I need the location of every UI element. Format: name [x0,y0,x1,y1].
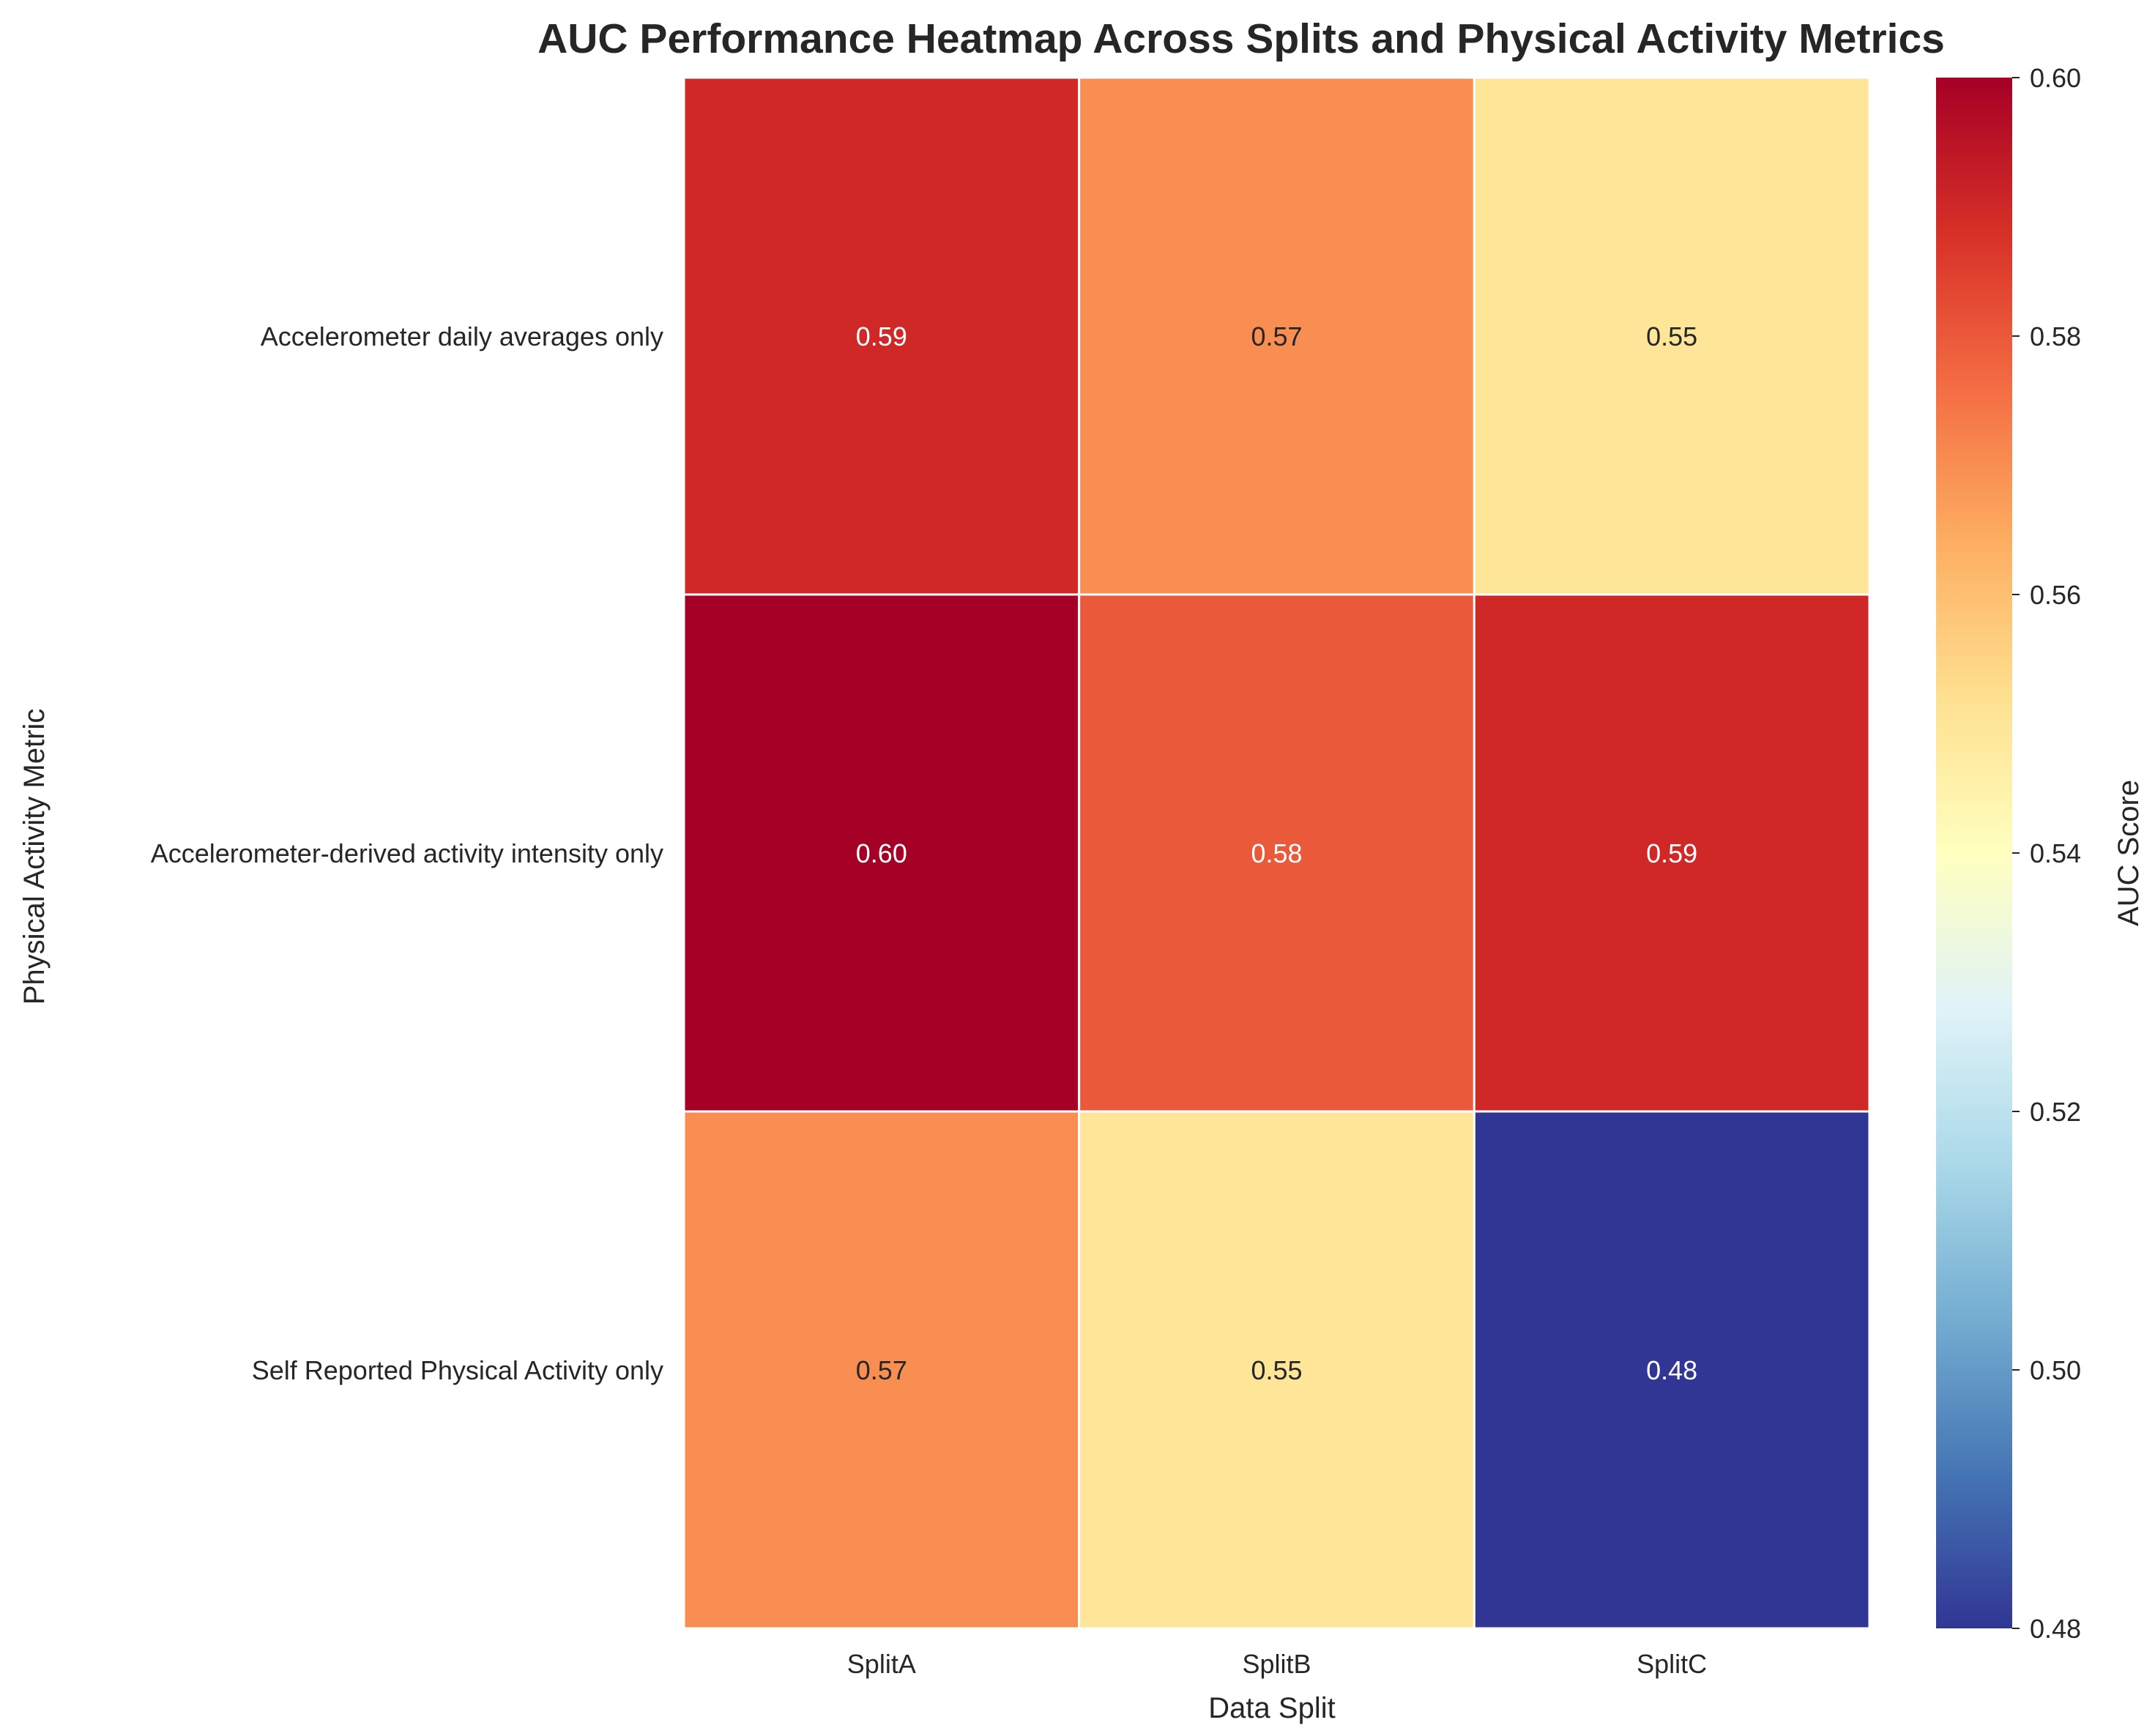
colorbar [1936,78,2012,1628]
cell-value-label: 0.59 [1646,838,1697,868]
x-tick-label: SplitA [847,1649,916,1679]
x-tick-label: SplitC [1637,1649,1707,1679]
y-tick-label: Self Reported Physical Activity only [252,1355,663,1385]
cell-value-label: 0.59 [856,321,907,351]
colorbar-tick-label: 0.58 [2030,321,2081,351]
heatmap-cell [1078,1110,1475,1630]
cell-value-label: 0.55 [1646,321,1697,351]
colorbar-tick-label: 0.52 [2030,1097,2081,1127]
cell-value-label: 0.57 [1251,321,1302,351]
y-tick-labels: Accelerometer daily averages only Acceler… [151,321,663,1385]
cell-value-label: 0.57 [856,1355,907,1385]
heatmap-cell [1473,76,1871,596]
cell-value-labels: 0.59 0.57 0.55 0.60 0.58 0.59 0.57 0.55 0.48 [856,321,1697,1385]
heatmap-cell [682,76,1081,596]
x-tick-labels: SplitA SplitB SplitC [847,1649,1707,1679]
y-tick-label: Accelerometer daily averages only [261,321,663,351]
colorbar-label: AUC Score [2113,780,2145,926]
cell-value-label: 0.60 [856,838,907,868]
cell-value-label: 0.48 [1646,1355,1697,1385]
heatmap-cell [1078,593,1475,1113]
heatmap-cell [682,1110,1081,1630]
heatmap-cell [1473,593,1871,1113]
colorbar-tick-labels: 0.48 0.50 0.52 0.54 0.56 0.58 0.60 [2012,63,2081,1644]
x-tick-label: SplitB [1242,1649,1311,1679]
chart-title: AUC Performance Heatmap Across Splits an… [537,15,1945,62]
heatmap-cell [1078,76,1475,596]
heatmap-cell [682,593,1081,1113]
cell-value-label: 0.58 [1251,838,1302,868]
colorbar-tick-label: 0.50 [2030,1355,2081,1385]
y-tick-label: Accelerometer-derived activity intensity… [151,838,663,868]
heatmap-cells [682,76,1871,1630]
colorbar-tick-label: 0.60 [2030,63,2081,93]
cell-value-label: 0.55 [1251,1355,1302,1385]
x-axis-label: Data Split [1208,1692,1335,1724]
colorbar-tick-label: 0.56 [2030,580,2081,610]
heatmap-cell [1473,1110,1871,1630]
colorbar-tick-label: 0.48 [2030,1614,2081,1644]
y-axis-label: Physical Activity Metric [18,709,51,1005]
colorbar-tick-label: 0.54 [2030,838,2081,868]
